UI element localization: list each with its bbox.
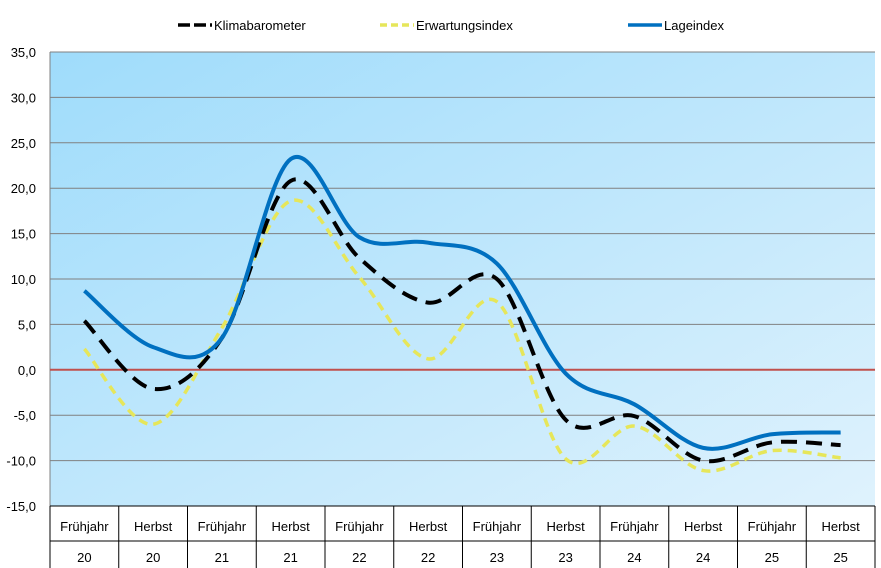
x-tick-label-year: 25 — [833, 550, 847, 565]
y-tick-label: -10,0 — [6, 454, 36, 469]
y-tick-label: 5,0 — [18, 317, 36, 332]
x-tick-label-season: Frühjahr — [60, 519, 109, 534]
x-tick-label-year: 25 — [765, 550, 779, 565]
legend-label: Klimabarometer — [214, 18, 306, 33]
series-line-erwartungsindex — [83, 198, 841, 473]
x-tick-label-season: Frühjahr — [610, 519, 659, 534]
x-tick-label-year: 21 — [283, 550, 297, 565]
x-tick-label-year: 22 — [421, 550, 435, 565]
y-tick-label: 10,0 — [11, 272, 36, 287]
y-tick-label: -5,0 — [14, 408, 36, 423]
x-tick-label-season: Herbst — [409, 519, 448, 534]
x-tick-label-season: Frühjahr — [335, 519, 384, 534]
x-tick-label-year: 23 — [558, 550, 572, 565]
x-tick-label-season: Herbst — [134, 519, 173, 534]
x-tick-label-season: Frühjahr — [198, 519, 247, 534]
legend-label: Lageindex — [664, 18, 724, 33]
x-tick-label-year: 23 — [490, 550, 504, 565]
x-tick-label-season: Herbst — [821, 519, 860, 534]
x-tick-label-season: Herbst — [271, 519, 310, 534]
x-tick-label-season: Herbst — [546, 519, 585, 534]
y-tick-label: 30,0 — [11, 90, 36, 105]
x-tick-label-year: 24 — [696, 550, 710, 565]
y-tick-label: 35,0 — [11, 45, 36, 60]
y-tick-label: 20,0 — [11, 181, 36, 196]
x-tick-label-year: 22 — [352, 550, 366, 565]
x-tick-label-year: 20 — [146, 550, 160, 565]
x-tick-label-season: Herbst — [684, 519, 723, 534]
x-tick-label-season: Frühjahr — [748, 519, 797, 534]
x-tick-label-year: 20 — [77, 550, 91, 565]
y-tick-label: 0,0 — [18, 363, 36, 378]
y-tick-label: 25,0 — [11, 136, 36, 151]
y-tick-label: -15,0 — [6, 499, 36, 514]
x-tick-label-year: 21 — [215, 550, 229, 565]
legend-label: Erwartungsindex — [416, 18, 513, 33]
x-tick-label-year: 24 — [627, 550, 641, 565]
x-tick-label-season: Frühjahr — [473, 519, 522, 534]
y-tick-label: 15,0 — [11, 227, 36, 242]
